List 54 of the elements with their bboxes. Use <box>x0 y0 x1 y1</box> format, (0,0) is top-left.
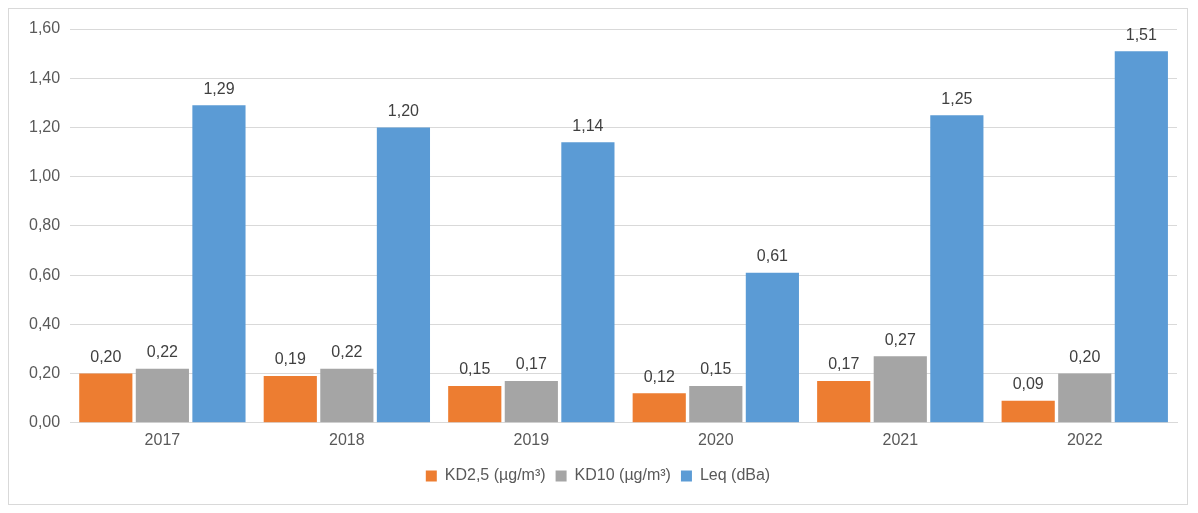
data-label: 1,14 <box>572 116 604 134</box>
legend-label: KD10 (µg/m³) <box>574 466 671 484</box>
data-label: 0,15 <box>700 360 732 378</box>
x-tick-label: 2017 <box>144 430 181 448</box>
bar <box>448 385 502 423</box>
bar <box>817 380 871 423</box>
y-tick-label: 1,40 <box>29 68 61 86</box>
data-label: 0,20 <box>90 347 122 365</box>
bar <box>320 368 374 423</box>
x-tick-label: 2019 <box>513 430 550 448</box>
y-tick-label: 1,60 <box>29 19 61 37</box>
bar <box>79 373 133 423</box>
legend-label: KD2,5 (µg/m³) <box>444 466 546 484</box>
bar <box>1001 400 1055 423</box>
y-tick-label: 1,20 <box>29 117 61 135</box>
x-tick-label: 2021 <box>882 430 919 448</box>
bar <box>561 142 615 423</box>
bar <box>873 356 927 423</box>
data-label: 0,17 <box>828 355 860 373</box>
data-label: 1,51 <box>1125 25 1158 43</box>
data-label: 0,61 <box>756 247 789 265</box>
y-tick-label: 0,60 <box>29 265 61 283</box>
x-tick-label: 2020 <box>698 430 734 448</box>
y-tick-label: 0,00 <box>29 413 61 431</box>
data-label: 0,19 <box>274 350 306 368</box>
x-tick-label: 2018 <box>329 430 365 448</box>
bar <box>192 105 246 423</box>
bar <box>376 127 431 423</box>
bar <box>135 368 189 423</box>
data-label: 0,20 <box>1069 347 1101 365</box>
data-label: 0,12 <box>643 367 675 385</box>
y-tick-label: 0,80 <box>29 216 61 234</box>
bar <box>930 115 984 423</box>
bar <box>689 385 743 423</box>
bar <box>632 393 686 423</box>
data-label: 0,27 <box>884 330 916 348</box>
bar <box>504 380 558 423</box>
bar <box>745 272 799 423</box>
data-label: 0,15 <box>459 360 491 378</box>
y-tick-label: 0,20 <box>29 363 61 381</box>
legend-label: Leq (dBa) <box>699 466 771 484</box>
data-label: 0,09 <box>1012 375 1044 393</box>
y-tick-label: 1,00 <box>29 167 61 185</box>
data-label: 0,22 <box>331 343 363 361</box>
y-tick-label: 0,40 <box>29 314 61 332</box>
data-label: 1,25 <box>941 89 973 107</box>
data-label: 1,20 <box>387 101 420 119</box>
bar <box>263 376 317 423</box>
x-tick-label: 2022 <box>1066 430 1103 448</box>
bar <box>1058 373 1112 423</box>
bar <box>1114 51 1168 423</box>
data-label: 0,17 <box>515 355 547 373</box>
data-label: 0,22 <box>146 343 179 361</box>
data-label: 1,29 <box>203 79 235 97</box>
